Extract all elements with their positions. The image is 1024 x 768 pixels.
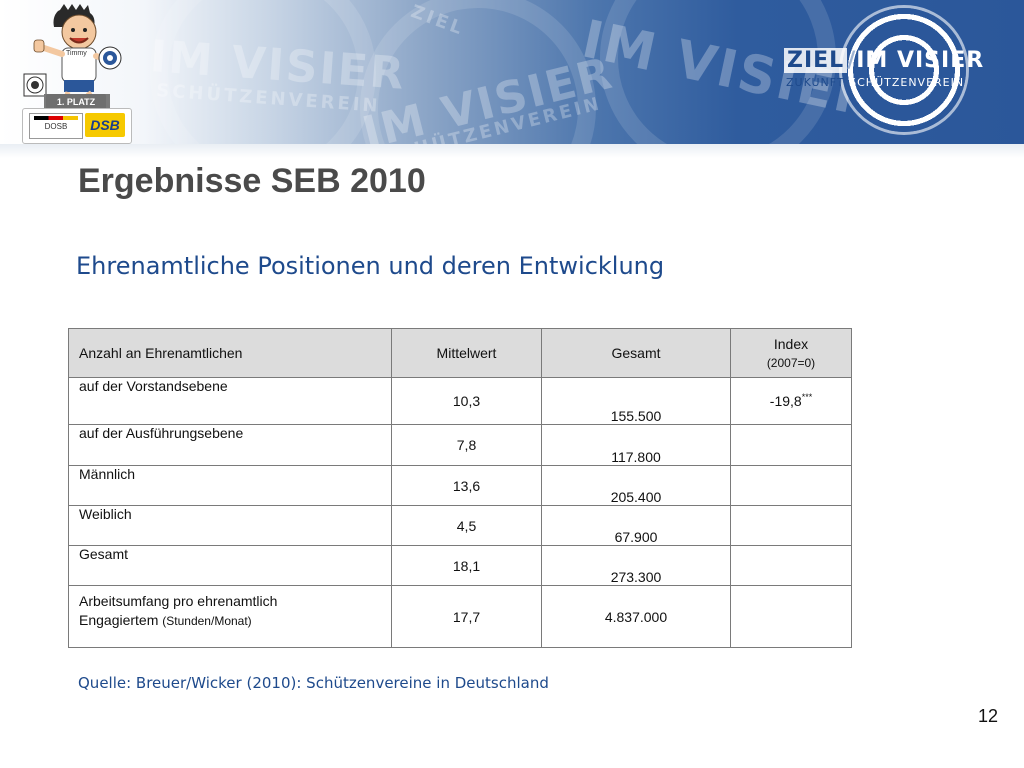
row-label: Weiblich (68, 505, 392, 546)
table-row: auf der Ausführungsebene 7,8 117.800 (68, 424, 852, 466)
table-row: Männlich 13,6 205.400 (68, 465, 852, 506)
logo-word-schuetzenverein: SCHÜTZENVEREIN (849, 76, 965, 89)
header-index-label: Index (773, 335, 809, 352)
row-index (730, 505, 852, 546)
table-header-row: Anzahl an Ehrenamtlichen Mittelwert Gesa… (68, 328, 852, 378)
row-label: Gesamt (68, 545, 392, 586)
row-mittelwert: 7,8 (391, 424, 542, 466)
header-divider (0, 144, 1024, 158)
sponsor-badges: DOSB DSB (22, 108, 132, 144)
header-index-baseline: (2007=0) (766, 355, 816, 370)
logo-word-ziel: ZIEL (784, 48, 848, 73)
header-gesamt: Gesamt (541, 328, 731, 378)
row-gesamt: 155.500 (541, 377, 731, 425)
logo-word-im-visier: IM VISIER (856, 48, 985, 73)
row-gesamt: 117.800 (541, 424, 731, 466)
page-number: 12 (978, 706, 999, 726)
row-gesamt: 4.837.000 (541, 585, 731, 648)
header-index: Index (2007=0) (730, 328, 852, 378)
place-label: 1. PLATZ (46, 94, 106, 110)
row-label: Arbeitsumfang pro ehrenamtlich Engagiert… (68, 585, 392, 648)
row-index (730, 424, 852, 466)
row-index (730, 465, 852, 506)
logo-line-1: ZIEL/IM VISIER (784, 48, 984, 73)
row-label-line1: Arbeitsumfang pro ehrenamtlich (79, 593, 278, 609)
brand-logo: ZIEL/IM VISIER ZUKUNFT SCHÜTZENVEREIN (784, 48, 984, 98)
dsb-logo: DSB (85, 113, 125, 137)
row-label: auf der Vorstandsebene (68, 377, 392, 425)
row-gesamt: 205.400 (541, 465, 731, 506)
table-row: Gesamt 18,1 273.300 (68, 545, 852, 586)
row-mittelwert: 4,5 (391, 505, 542, 546)
page-title: Ergebnisse SEB 2010 (78, 162, 426, 200)
table-row: auf der Vorstandsebene 10,3 155.500 -19,… (68, 377, 852, 425)
row-index: -19,8*** (730, 377, 852, 425)
source-note: Quelle: Breuer/Wicker (2010): Schützenve… (78, 674, 549, 692)
dosb-logo: DOSB (29, 113, 83, 139)
row-label-line2: Engagiertem (79, 612, 159, 628)
logo-target-icon (842, 8, 966, 132)
row-mittelwert: 13,6 (391, 465, 542, 506)
logo-word-zukunft: ZUKUNFT (786, 76, 845, 89)
row-index (730, 545, 852, 586)
row-mittelwert: 17,7 (391, 585, 542, 648)
row-gesamt: 67.900 (541, 505, 731, 546)
results-table: Anzahl an Ehrenamtlichen Mittelwert Gesa… (68, 328, 852, 648)
row-mittelwert: 18,1 (391, 545, 542, 586)
logo-line-2: ZUKUNFT SCHÜTZENVEREIN (786, 76, 964, 89)
row-label: Männlich (68, 465, 392, 506)
mascot-shirt-name: Timmy (66, 50, 87, 57)
header-anzahl: Anzahl an Ehrenamtlichen (68, 328, 392, 378)
row-gesamt: 273.300 (541, 545, 731, 586)
page-subtitle: Ehrenamtliche Positionen und deren Entwi… (76, 252, 665, 280)
significance-mark: *** (801, 392, 813, 402)
row-label: auf der Ausführungsebene (68, 424, 392, 466)
table-row: Arbeitsumfang pro ehrenamtlich Engagiert… (68, 585, 852, 648)
dosb-label: DOSB (44, 122, 68, 131)
logo-separator: / (847, 48, 857, 73)
table-row: Weiblich 4,5 67.900 (68, 505, 852, 546)
dosb-flag-icon (34, 116, 78, 120)
row-index-value: -19,8 (769, 393, 802, 409)
row-index (730, 585, 852, 648)
header-mittelwert: Mittelwert (391, 328, 542, 378)
row-label-unit: (Stunden/Monat) (162, 614, 252, 628)
row-mittelwert: 10,3 (391, 377, 542, 425)
